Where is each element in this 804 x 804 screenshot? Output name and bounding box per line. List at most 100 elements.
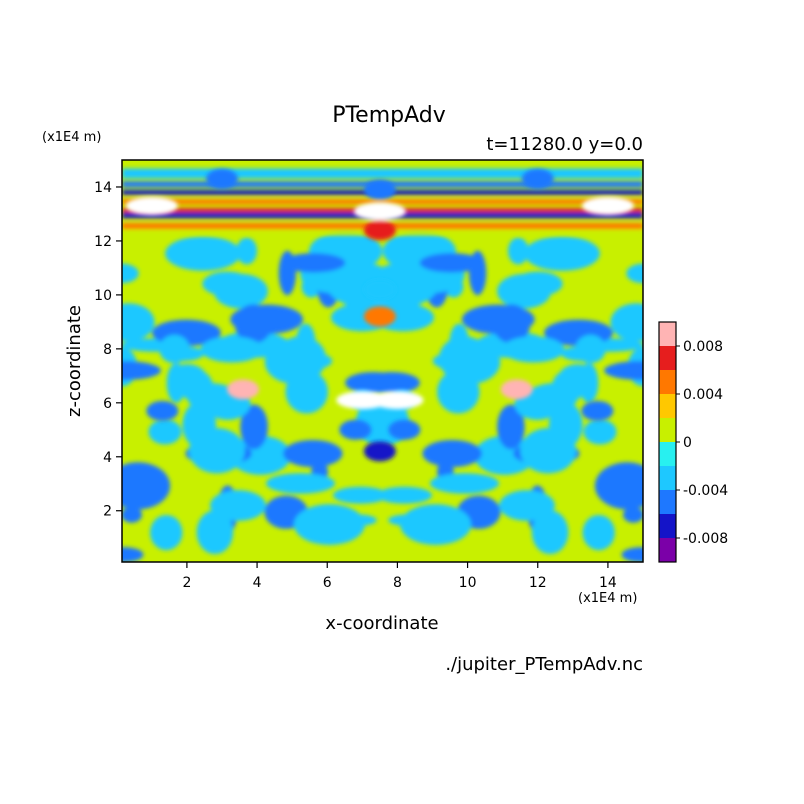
field-patch — [196, 510, 234, 555]
field-patch — [492, 304, 531, 344]
y-tick-label: 6 — [103, 396, 112, 412]
field-patch — [377, 486, 432, 504]
field-patch — [333, 486, 388, 504]
colorbar-swatch — [659, 418, 676, 442]
field-patch — [419, 253, 483, 273]
field-feature — [205, 168, 238, 189]
chart-title: PTempAdv — [332, 103, 446, 128]
y-tick-label: 2 — [103, 504, 112, 520]
colorbar-swatch — [659, 490, 676, 514]
field-patch — [474, 435, 536, 475]
field-feature — [500, 379, 533, 400]
field-patch — [122, 361, 161, 380]
y-tick-label: 8 — [103, 342, 112, 358]
x-tick-label: 4 — [253, 575, 262, 591]
y-unit-label: (x1E4 m) — [42, 130, 101, 145]
chart-subtitle: t=11280.0 y=0.0 — [486, 134, 643, 155]
field-patch — [520, 428, 577, 474]
x-axis: 2 4 6 8 10 12 14 — [182, 562, 617, 591]
field-patch — [166, 363, 186, 403]
field-feature — [363, 441, 396, 462]
field-patch — [626, 263, 643, 284]
field-patch — [266, 473, 335, 494]
field-patch — [507, 237, 529, 265]
x-unit-label: (x1E4 m) — [578, 591, 637, 606]
field-patch — [150, 514, 183, 551]
field-patch — [240, 404, 268, 450]
x-tick-label: 12 — [529, 575, 547, 591]
source-file: ./jupiter_PTempAdv.nc — [445, 654, 643, 675]
field-feature — [388, 419, 421, 440]
field-patch — [499, 490, 555, 521]
field-patch — [229, 435, 291, 475]
x-tick-label: 6 — [323, 575, 332, 591]
field-feature — [363, 279, 396, 300]
y-tick-label: 12 — [94, 234, 112, 250]
field-feature — [363, 179, 396, 200]
field-patch — [400, 504, 472, 545]
field-patch — [436, 370, 480, 414]
field-patch — [285, 370, 329, 414]
field-feature — [146, 400, 179, 421]
y-tick-label: 10 — [94, 288, 112, 304]
field-patch — [513, 271, 563, 297]
field-patch — [236, 237, 258, 265]
field-features — [125, 168, 634, 462]
field-patch — [283, 439, 343, 468]
field-feature — [339, 419, 372, 440]
field-patch — [610, 303, 643, 342]
field-patch — [524, 236, 600, 271]
x-tick-label: 14 — [599, 575, 617, 591]
field-patch — [363, 371, 420, 394]
field-feature — [363, 306, 396, 327]
band — [122, 199, 643, 205]
field-patch — [293, 504, 365, 545]
field-patch — [122, 462, 171, 510]
plot-frame — [121, 159, 644, 563]
y-tick-label: 4 — [103, 450, 112, 466]
field-patch — [202, 271, 252, 297]
field-patch — [531, 510, 569, 555]
field-patch — [502, 336, 565, 363]
field-patch — [594, 462, 643, 510]
x-tick-label: 10 — [459, 575, 477, 591]
colorbar-swatch — [659, 442, 676, 466]
y-tick-label: 14 — [94, 180, 112, 196]
colorbar-tick-label: 0 — [683, 435, 692, 451]
field-patch — [575, 334, 606, 364]
field-feature — [363, 220, 396, 241]
field-patch — [148, 419, 182, 445]
field-patch — [430, 473, 499, 494]
y-axis: 2 4 6 8 10 12 14 — [94, 180, 122, 520]
x-tick-label: 8 — [393, 575, 402, 591]
field-patch — [582, 514, 615, 551]
field-patch — [122, 303, 155, 342]
field-patch — [583, 419, 617, 445]
field-patch — [200, 336, 263, 363]
field-patch — [210, 490, 266, 521]
field-patch — [621, 547, 643, 562]
plot-area — [121, 159, 644, 563]
field-patch — [122, 506, 143, 523]
y-axis-label: z-coordinate — [64, 305, 85, 417]
field-feature — [581, 400, 614, 421]
colorbar-tick-label: -0.008 — [683, 531, 728, 547]
colorbar-tick-label: 0.004 — [683, 387, 723, 403]
colorbar-swatch — [659, 466, 676, 490]
colorbar-tick-label: 0.008 — [683, 339, 723, 355]
field-patch — [282, 253, 346, 273]
colorbar-swatch — [659, 346, 676, 370]
band — [122, 168, 643, 179]
field-patch — [234, 304, 273, 344]
x-tick-label: 2 — [182, 575, 191, 591]
field-patch — [159, 334, 190, 364]
field-feature-core — [367, 207, 392, 216]
field-feature-core — [350, 396, 375, 405]
field-patch — [604, 361, 643, 380]
field-feature-core — [385, 396, 410, 405]
field-patch — [579, 363, 599, 403]
colorbar-swatch — [659, 514, 676, 538]
field-patch — [497, 404, 525, 450]
field-patch — [122, 263, 139, 284]
field-feature-core — [595, 201, 620, 210]
